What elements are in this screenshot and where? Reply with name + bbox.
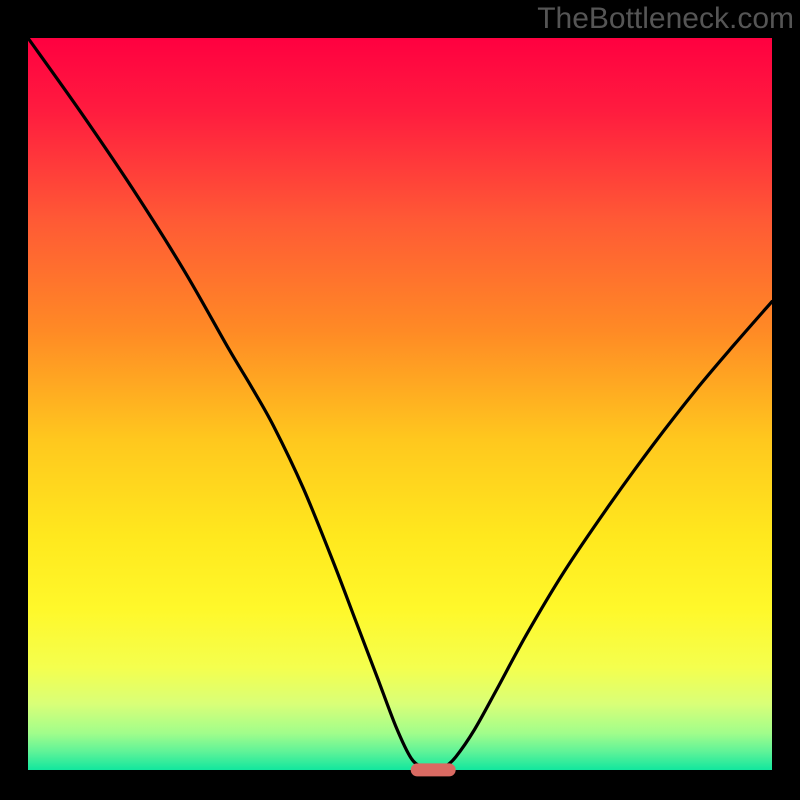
minimum-marker <box>411 763 456 776</box>
bottleneck-curve-svg <box>28 38 772 770</box>
chart-stage: TheBottleneck.com <box>0 0 800 800</box>
plot-area <box>28 38 772 770</box>
attribution-text: TheBottleneck.com <box>537 2 794 36</box>
bottleneck-curve-path <box>28 38 772 770</box>
